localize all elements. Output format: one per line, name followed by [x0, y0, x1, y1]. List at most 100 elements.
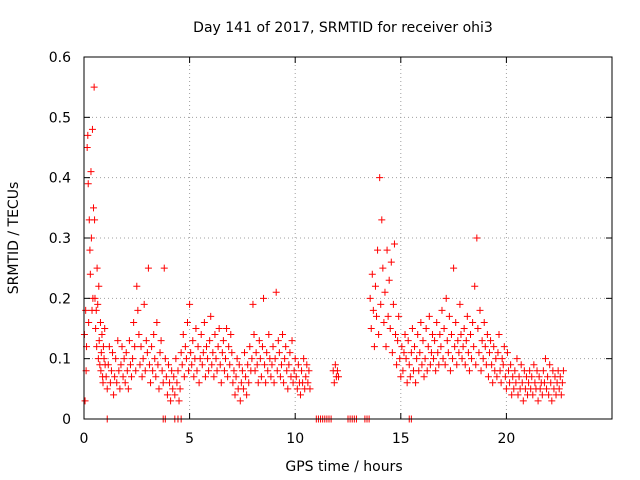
data-point	[540, 379, 548, 387]
data-point	[479, 355, 487, 363]
data-point	[170, 373, 178, 381]
data-point	[399, 367, 407, 375]
data-point	[216, 361, 224, 369]
data-point	[543, 385, 551, 393]
data-point	[183, 318, 191, 326]
data-point	[293, 385, 301, 393]
data-point	[286, 349, 294, 357]
data-point	[496, 367, 504, 375]
data-point	[268, 361, 276, 369]
data-point	[97, 367, 105, 375]
data-point	[449, 355, 457, 363]
data-point	[128, 373, 136, 381]
data-point	[424, 343, 432, 351]
x-tick-label: 15	[392, 431, 410, 447]
data-point	[246, 343, 254, 351]
data-point	[430, 355, 438, 363]
data-point	[225, 343, 233, 351]
data-point	[171, 391, 179, 399]
x-tick-label: 5	[185, 431, 194, 447]
data-point	[401, 331, 409, 339]
data-point	[292, 373, 300, 381]
data-point	[236, 397, 244, 405]
data-point	[451, 343, 459, 351]
data-point	[118, 343, 126, 351]
data-point	[531, 379, 539, 387]
data-point	[152, 373, 160, 381]
data-point	[187, 349, 195, 357]
data-point	[282, 343, 290, 351]
data-point	[87, 168, 95, 176]
data-point	[148, 343, 156, 351]
data-point	[396, 355, 404, 363]
data-point	[407, 349, 415, 357]
data-point	[243, 391, 251, 399]
data-point	[121, 379, 129, 387]
axis-ticks: 0 5 10 15 20 0 0.1 0.2 0.3 0.4 0.5 0.6	[49, 50, 612, 447]
data-point	[271, 355, 279, 363]
data-point	[393, 361, 401, 369]
data-point	[125, 337, 133, 345]
data-point	[98, 331, 106, 339]
data-point	[283, 367, 291, 375]
data-point	[142, 337, 150, 345]
data-point	[505, 367, 513, 375]
data-point	[375, 331, 383, 339]
data-point	[97, 349, 105, 357]
data-point	[490, 343, 498, 351]
data-point	[536, 385, 544, 393]
data-point	[265, 331, 273, 339]
data-point	[304, 379, 312, 387]
data-point	[254, 379, 262, 387]
data-point	[454, 337, 462, 345]
data-point	[296, 391, 304, 399]
data-point	[459, 343, 467, 351]
data-point	[442, 294, 450, 302]
data-point	[517, 361, 525, 369]
data-point	[507, 361, 515, 369]
data-point	[494, 349, 502, 357]
data-point	[258, 343, 266, 351]
data-point	[392, 331, 400, 339]
data-point	[227, 331, 235, 339]
data-point	[129, 355, 137, 363]
data-point	[81, 397, 89, 405]
data-point	[182, 355, 190, 363]
data-point	[218, 349, 226, 357]
data-point	[257, 373, 265, 381]
data-point	[103, 385, 111, 393]
data-point	[444, 349, 452, 357]
data-point	[222, 355, 230, 363]
data-point	[140, 300, 148, 308]
data-point	[376, 174, 384, 182]
data-point	[397, 373, 405, 381]
data-point	[131, 343, 139, 351]
y-tick-label: 0.3	[49, 231, 71, 247]
data-point	[434, 349, 442, 357]
data-point	[179, 331, 187, 339]
data-point	[272, 288, 280, 296]
data-point	[114, 337, 122, 345]
data-point	[416, 349, 424, 357]
data-point	[229, 379, 237, 387]
data-point	[164, 361, 172, 369]
data-point	[368, 270, 376, 278]
data-point	[92, 306, 100, 314]
data-point	[122, 349, 130, 357]
data-point	[228, 349, 236, 357]
data-point	[526, 367, 534, 375]
data-point	[223, 325, 231, 332]
data-point	[200, 318, 208, 326]
data-point	[245, 379, 253, 387]
data-point	[541, 355, 549, 363]
data-point	[267, 373, 275, 381]
data-point	[408, 325, 416, 332]
data-point	[172, 355, 180, 363]
data-point	[415, 367, 423, 375]
data-point	[469, 318, 477, 326]
data-point	[500, 343, 508, 351]
data-point	[209, 349, 217, 357]
data-point	[455, 349, 463, 357]
data-point	[499, 361, 507, 369]
data-point	[270, 379, 278, 387]
